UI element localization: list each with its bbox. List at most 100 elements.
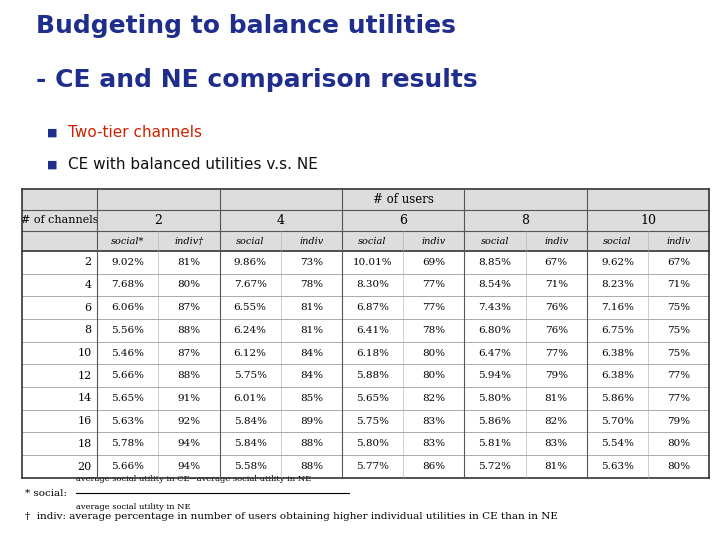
Text: 87%: 87% [177, 303, 201, 312]
Text: 7.16%: 7.16% [601, 303, 634, 312]
Text: 6.01%: 6.01% [234, 394, 266, 403]
Text: 85%: 85% [300, 394, 323, 403]
Text: 5.84%: 5.84% [234, 440, 266, 448]
Text: indiv†: indiv† [174, 237, 204, 246]
Text: 8: 8 [84, 325, 91, 335]
Text: social: social [359, 237, 387, 246]
Text: 6.75%: 6.75% [601, 326, 634, 335]
Text: 5.86%: 5.86% [601, 394, 634, 403]
Text: 12: 12 [77, 371, 91, 381]
Text: 9.62%: 9.62% [601, 258, 634, 267]
Text: 6.55%: 6.55% [234, 303, 266, 312]
Text: 8.54%: 8.54% [479, 280, 511, 289]
Text: 82%: 82% [422, 394, 446, 403]
Text: 77%: 77% [422, 303, 446, 312]
Text: 80%: 80% [667, 440, 690, 448]
Text: 5.75%: 5.75% [356, 417, 389, 426]
Text: Budgeting to balance utilities: Budgeting to balance utilities [36, 14, 456, 37]
Text: 5.88%: 5.88% [356, 371, 389, 380]
Text: 88%: 88% [177, 371, 201, 380]
Text: 67%: 67% [667, 258, 690, 267]
Text: 75%: 75% [667, 303, 690, 312]
Text: 88%: 88% [177, 326, 201, 335]
Text: # of channels: # of channels [21, 215, 98, 225]
Text: social*: social* [111, 237, 145, 246]
Text: 8.85%: 8.85% [479, 258, 511, 267]
Text: 81%: 81% [300, 326, 323, 335]
Text: 6.80%: 6.80% [479, 326, 511, 335]
Text: 6.41%: 6.41% [356, 326, 389, 335]
Text: 6.38%: 6.38% [601, 371, 634, 380]
Text: 91%: 91% [177, 394, 201, 403]
Text: 77%: 77% [544, 348, 568, 357]
Text: 94%: 94% [177, 462, 201, 471]
Text: 10: 10 [640, 214, 656, 227]
Text: 5.66%: 5.66% [112, 462, 144, 471]
Text: indiv: indiv [300, 237, 323, 246]
Text: 5.80%: 5.80% [356, 440, 389, 448]
Text: 84%: 84% [300, 348, 323, 357]
Text: 83%: 83% [544, 440, 568, 448]
Text: 89%: 89% [300, 417, 323, 426]
Text: 5.81%: 5.81% [479, 440, 511, 448]
Text: 80%: 80% [422, 371, 446, 380]
Text: 7.67%: 7.67% [234, 280, 266, 289]
Text: indiv: indiv [667, 237, 690, 246]
Text: 6.38%: 6.38% [601, 348, 634, 357]
Text: ■: ■ [47, 127, 58, 137]
Text: 77%: 77% [667, 394, 690, 403]
Text: 82%: 82% [544, 417, 568, 426]
Text: 80%: 80% [667, 462, 690, 471]
Text: 87%: 87% [177, 348, 201, 357]
Text: 5.58%: 5.58% [234, 462, 266, 471]
Text: 5.56%: 5.56% [112, 326, 144, 335]
Text: 7.43%: 7.43% [479, 303, 511, 312]
Text: social: social [603, 237, 631, 246]
Text: 5.46%: 5.46% [112, 348, 144, 357]
Text: * social:: * social: [25, 489, 67, 497]
Text: 9.86%: 9.86% [234, 258, 266, 267]
Text: Two-tier channels: Two-tier channels [68, 125, 202, 140]
Text: 86%: 86% [422, 462, 446, 471]
Text: - CE and NE comparison results: - CE and NE comparison results [36, 68, 477, 91]
Text: 10.01%: 10.01% [353, 258, 392, 267]
Text: 9.02%: 9.02% [112, 258, 144, 267]
Text: 18: 18 [77, 439, 91, 449]
Text: 5.77%: 5.77% [356, 462, 389, 471]
Text: 5.54%: 5.54% [601, 440, 634, 448]
Text: 76%: 76% [544, 326, 568, 335]
Text: 92%: 92% [177, 417, 201, 426]
Text: 5.63%: 5.63% [112, 417, 144, 426]
Text: 7.68%: 7.68% [112, 280, 144, 289]
Text: 5.63%: 5.63% [601, 462, 634, 471]
Text: average social utility in CE−average social utility in NE: average social utility in CE−average soc… [76, 475, 311, 483]
Text: 4: 4 [276, 214, 285, 227]
Text: indiv: indiv [422, 237, 446, 246]
Text: CE with balanced utilities v.s. NE: CE with balanced utilities v.s. NE [68, 157, 318, 172]
Text: 88%: 88% [300, 440, 323, 448]
Text: ■: ■ [47, 160, 58, 170]
Text: social: social [481, 237, 509, 246]
Text: 8.23%: 8.23% [601, 280, 634, 289]
Text: 6: 6 [399, 214, 408, 227]
Text: 80%: 80% [422, 348, 446, 357]
Text: 67%: 67% [544, 258, 568, 267]
Text: indiv: indiv [544, 237, 568, 246]
Text: average social utility in NE: average social utility in NE [76, 503, 190, 511]
Text: 81%: 81% [544, 462, 568, 471]
Text: 5.78%: 5.78% [112, 440, 144, 448]
Text: 4: 4 [84, 280, 91, 290]
Text: 79%: 79% [544, 371, 568, 380]
Text: 20: 20 [77, 462, 91, 471]
Text: 5.70%: 5.70% [601, 417, 634, 426]
Text: 77%: 77% [667, 371, 690, 380]
Text: 69%: 69% [422, 258, 446, 267]
Text: 5.80%: 5.80% [479, 394, 511, 403]
Text: 6.24%: 6.24% [234, 326, 266, 335]
Text: 81%: 81% [544, 394, 568, 403]
Text: 5.65%: 5.65% [112, 394, 144, 403]
Text: 6.18%: 6.18% [356, 348, 389, 357]
Text: 76%: 76% [544, 303, 568, 312]
Text: 75%: 75% [667, 326, 690, 335]
Text: 77%: 77% [422, 280, 446, 289]
